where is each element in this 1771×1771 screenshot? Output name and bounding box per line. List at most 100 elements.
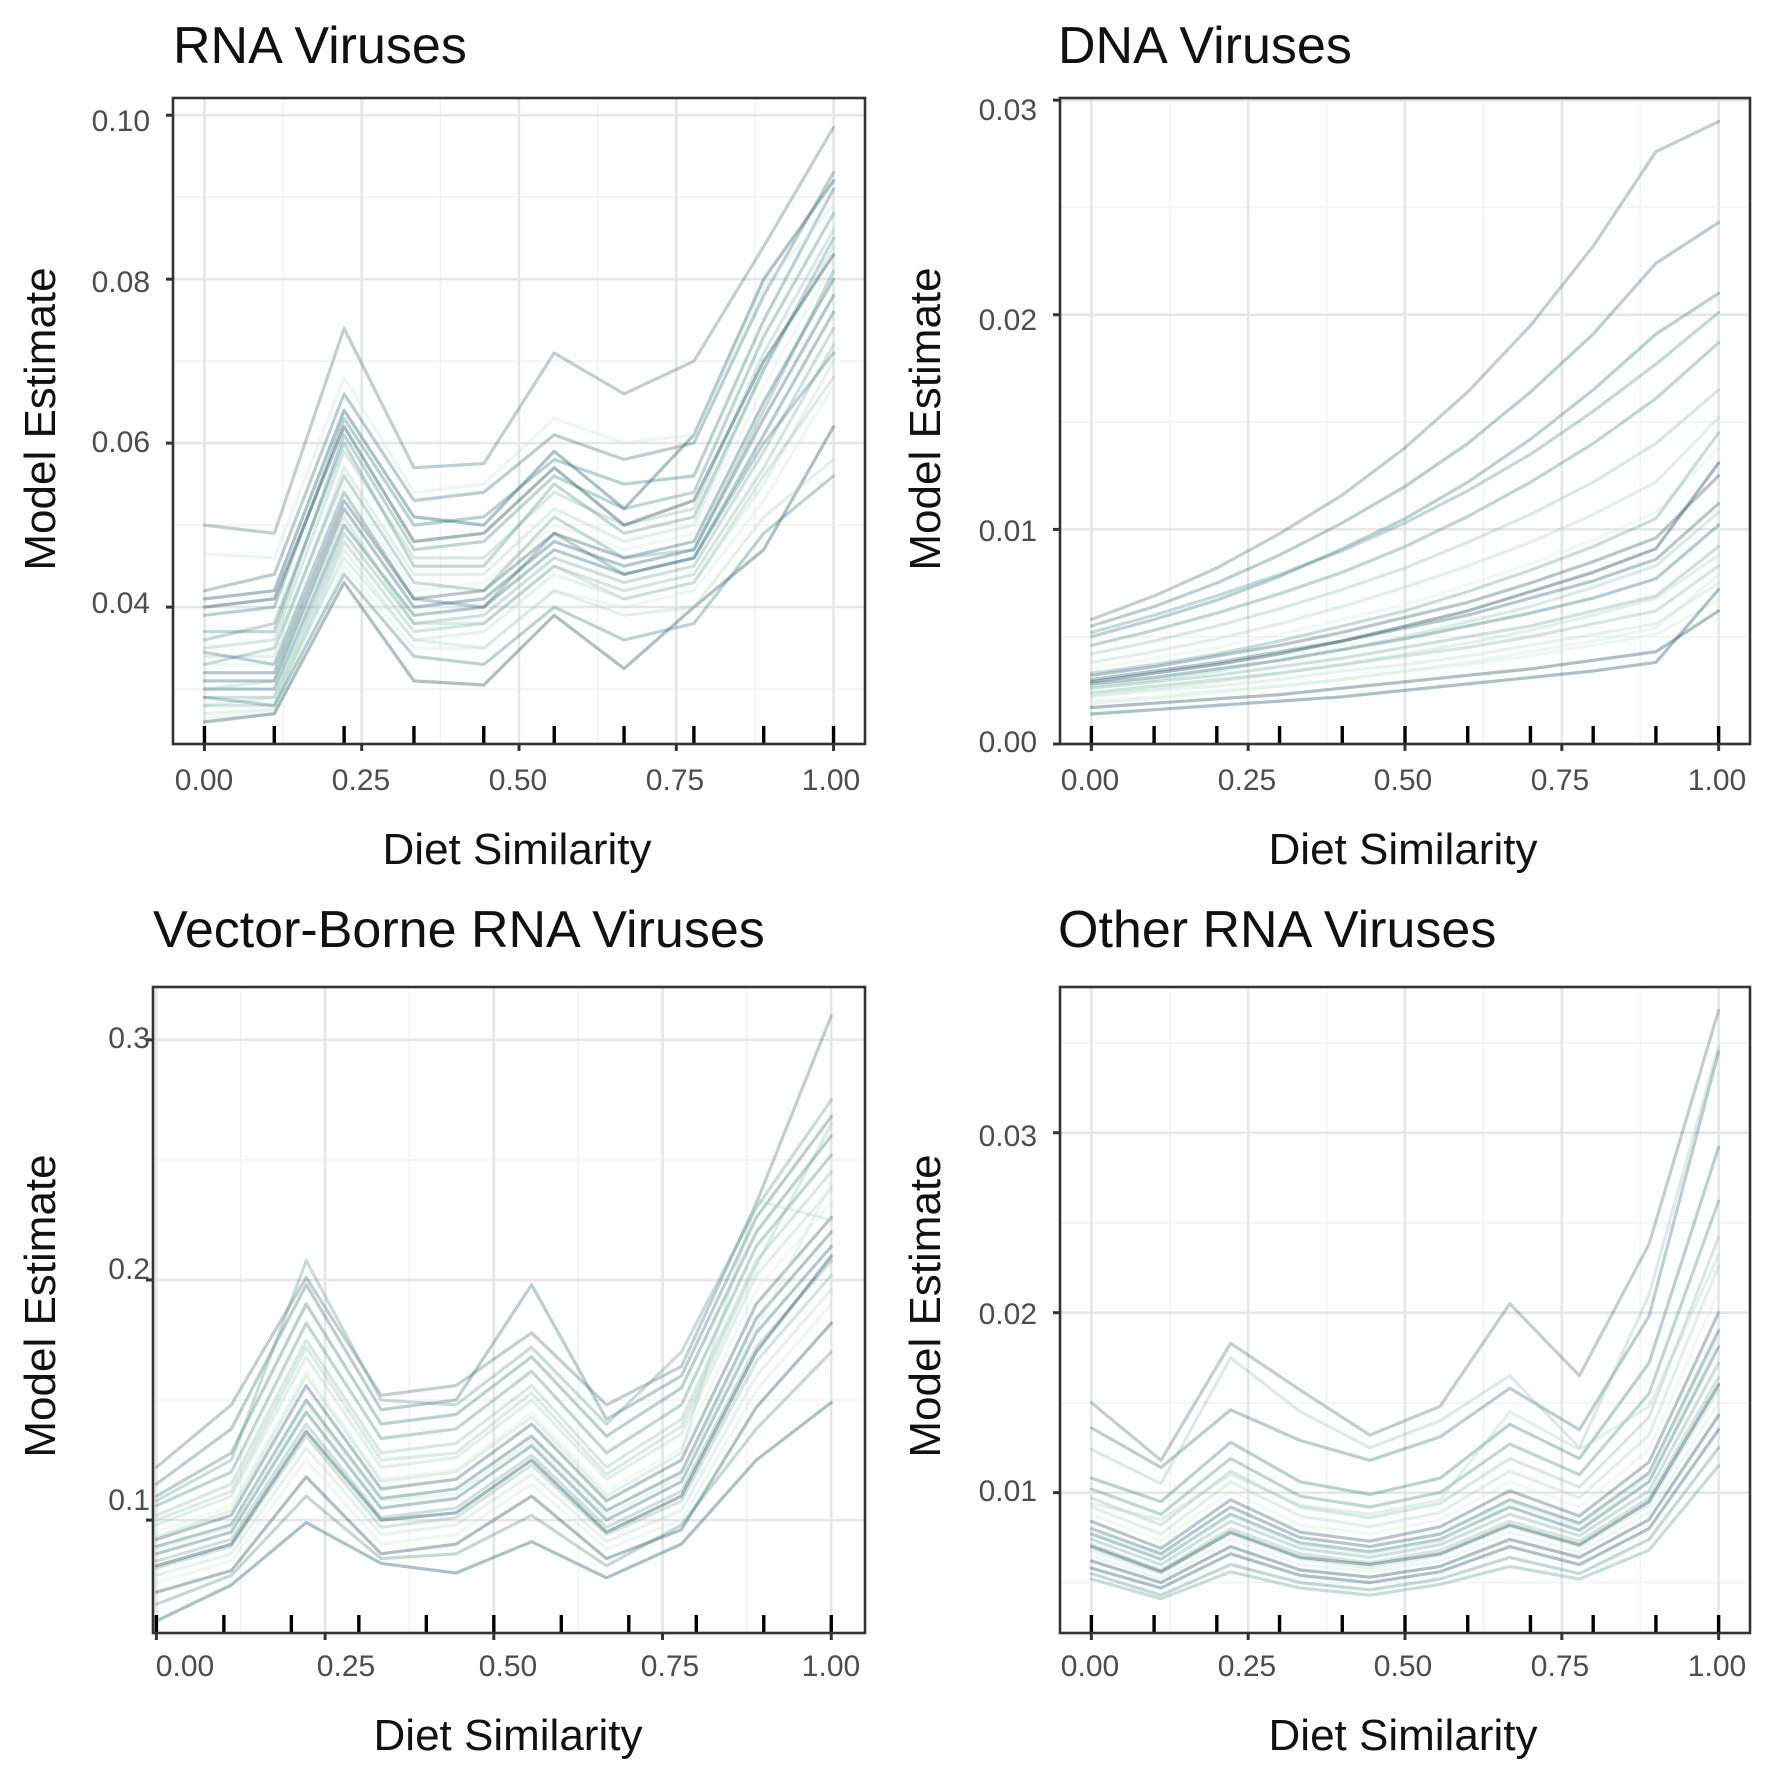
series-line bbox=[1089, 1446, 1721, 1597]
series-line bbox=[202, 171, 836, 593]
series-line bbox=[1089, 564, 1721, 695]
series-line bbox=[1089, 461, 1721, 684]
series-line bbox=[202, 474, 836, 708]
ytick-label: 0.03 bbox=[979, 1120, 1037, 1153]
series-line bbox=[154, 1115, 833, 1486]
series-line bbox=[1089, 1329, 1721, 1556]
panel-dna-viruses: DNA Viruses 0.03 0.02 0.01 0.00 0.00 0.2… bbox=[901, 17, 1752, 874]
plot-area bbox=[146, 985, 867, 1640]
series-line bbox=[1089, 1311, 1721, 1551]
xtick-label: 0.50 bbox=[489, 764, 547, 797]
series-line bbox=[1089, 581, 1721, 699]
panel-rna-viruses: RNA Viruses 0.10 0.08 0.06 0.04 0.00 0.2… bbox=[16, 17, 867, 874]
series-line bbox=[1089, 1383, 1721, 1574]
series-line bbox=[202, 228, 836, 650]
series-line bbox=[202, 236, 836, 642]
ytick-label: 0.01 bbox=[979, 515, 1037, 548]
series-line bbox=[202, 359, 836, 716]
series-line bbox=[202, 179, 836, 601]
series-line bbox=[1089, 1464, 1721, 1601]
x-axis-title: Diet Similarity bbox=[1269, 825, 1538, 874]
series-line bbox=[154, 1259, 833, 1563]
x-axis-title: Diet Similarity bbox=[383, 825, 652, 874]
series-line bbox=[202, 203, 836, 560]
series-line bbox=[154, 1014, 833, 1469]
series-line bbox=[1089, 220, 1721, 628]
series-line bbox=[202, 294, 836, 683]
series-line bbox=[1089, 502, 1721, 682]
series-line bbox=[1089, 1401, 1721, 1581]
series-line bbox=[154, 1302, 833, 1585]
panel-title: Other RNA Viruses bbox=[1058, 901, 1496, 959]
series-line bbox=[1089, 1044, 1721, 1486]
x-axis-title: Diet Similarity bbox=[1269, 1711, 1538, 1760]
series-line bbox=[1089, 416, 1721, 665]
series-line bbox=[1089, 341, 1721, 647]
series-line bbox=[1089, 587, 1721, 716]
y-axis-title: Model Estimate bbox=[16, 267, 65, 570]
series-line bbox=[154, 1153, 833, 1508]
panel-border bbox=[1058, 96, 1752, 746]
series-line bbox=[1089, 1345, 1721, 1561]
panel-border bbox=[171, 96, 867, 746]
series-line bbox=[154, 1273, 833, 1570]
xtick-label: 0.75 bbox=[1531, 1650, 1589, 1683]
xtick-label: 0.25 bbox=[317, 1650, 375, 1683]
series-line bbox=[1089, 1145, 1721, 1504]
series-line bbox=[1089, 1235, 1721, 1527]
y-axis-title: Model Estimate bbox=[901, 267, 950, 570]
series-line bbox=[154, 1187, 833, 1527]
series-line bbox=[202, 326, 836, 699]
ytick-label: 0.10 bbox=[92, 105, 150, 138]
series-line bbox=[1089, 291, 1721, 639]
series-line bbox=[154, 1321, 833, 1594]
panel-title: RNA Viruses bbox=[173, 17, 467, 75]
xtick-label: 0.50 bbox=[1374, 764, 1432, 797]
series-line bbox=[202, 425, 836, 724]
series-line bbox=[1089, 474, 1721, 677]
xtick-label: 0.00 bbox=[1061, 764, 1119, 797]
series-line bbox=[1089, 1289, 1721, 1543]
ytick-label: 0.3 bbox=[108, 1022, 150, 1055]
xtick-label: 0.25 bbox=[332, 764, 390, 797]
xtick-label: 1.00 bbox=[1688, 764, 1746, 797]
series-line bbox=[1089, 311, 1721, 635]
series-line bbox=[202, 261, 836, 667]
panel-border bbox=[1058, 985, 1752, 1635]
series-line bbox=[202, 212, 836, 634]
series-line bbox=[1089, 119, 1721, 622]
panel-title: Vector-Borne RNA Viruses bbox=[153, 901, 765, 959]
series-line bbox=[1089, 1253, 1721, 1522]
series-line bbox=[1089, 1336, 1721, 1560]
xtick-label: 1.00 bbox=[802, 764, 860, 797]
series-line bbox=[202, 376, 836, 691]
series-line bbox=[1089, 1050, 1721, 1470]
series-line bbox=[154, 1098, 833, 1503]
series-line bbox=[1089, 598, 1721, 703]
series-line bbox=[202, 310, 836, 691]
x-axis-title: Diet Similarity bbox=[374, 1711, 643, 1760]
series-line bbox=[1089, 609, 1721, 710]
ytick-label: 0.03 bbox=[979, 94, 1037, 127]
series-line bbox=[202, 125, 836, 535]
series-line bbox=[1089, 431, 1721, 675]
xtick-label: 0.25 bbox=[1218, 1650, 1276, 1683]
xtick-label: 0.00 bbox=[175, 764, 233, 797]
series-line bbox=[154, 1244, 833, 1556]
series-line bbox=[154, 1182, 833, 1551]
series-line bbox=[154, 1170, 833, 1517]
ytick-label: 0.1 bbox=[108, 1484, 150, 1517]
series-line bbox=[1089, 553, 1721, 697]
series-line bbox=[1089, 544, 1721, 690]
series-line bbox=[1089, 510, 1721, 688]
series-line bbox=[1089, 1375, 1721, 1572]
y-axis-title: Model Estimate bbox=[16, 1154, 65, 1457]
xtick-label: 0.00 bbox=[156, 1650, 214, 1683]
series-line bbox=[202, 343, 836, 708]
series-line bbox=[202, 269, 836, 667]
series-line bbox=[1089, 1413, 1721, 1585]
series-line bbox=[1089, 523, 1721, 686]
series-line bbox=[154, 1199, 833, 1539]
series-line bbox=[154, 1230, 833, 1549]
ytick-label: 0.08 bbox=[92, 266, 150, 299]
